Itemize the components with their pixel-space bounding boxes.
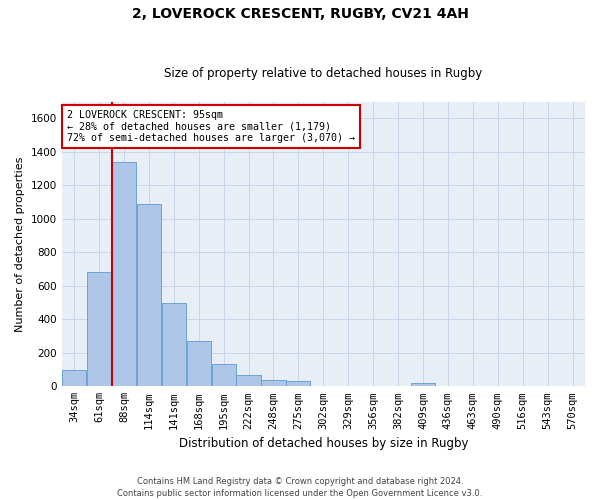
Bar [62,370,86,386]
Bar [262,380,286,386]
Bar [137,204,161,386]
Text: Contains HM Land Registry data © Crown copyright and database right 2024.
Contai: Contains HM Land Registry data © Crown c… [118,476,482,498]
Text: 2 LOVEROCK CRESCENT: 95sqm
← 28% of detached houses are smaller (1,179)
72% of s: 2 LOVEROCK CRESCENT: 95sqm ← 28% of deta… [67,110,355,143]
Bar [87,272,111,386]
X-axis label: Distribution of detached houses by size in Rugby: Distribution of detached houses by size … [179,437,468,450]
Bar [162,302,186,386]
Text: 2, LOVEROCK CRESCENT, RUGBY, CV21 4AH: 2, LOVEROCK CRESCENT, RUGBY, CV21 4AH [131,8,469,22]
Y-axis label: Number of detached properties: Number of detached properties [15,156,25,332]
Bar [236,374,260,386]
Bar [411,383,435,386]
Bar [212,364,236,386]
Title: Size of property relative to detached houses in Rugby: Size of property relative to detached ho… [164,66,482,80]
Bar [112,162,136,386]
Bar [187,341,211,386]
Bar [286,382,310,386]
